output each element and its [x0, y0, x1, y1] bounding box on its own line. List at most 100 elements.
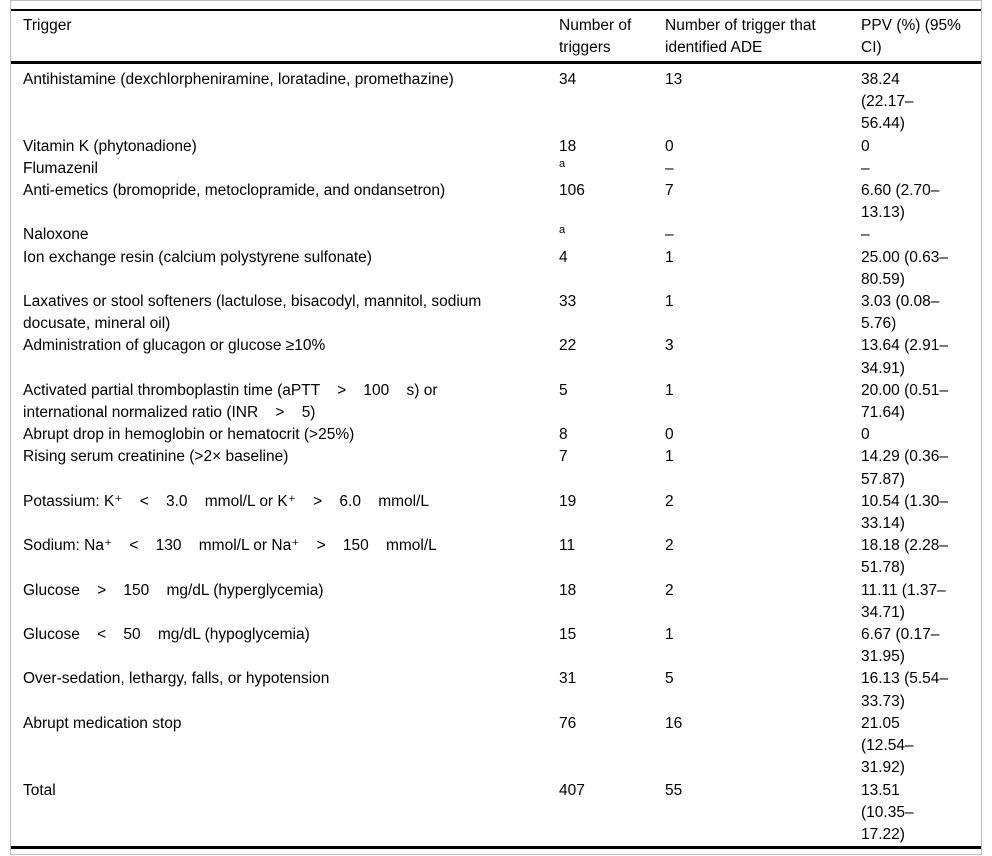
trigger-cell: Glucose > 150 mg/dL (hyperglycemia) [23, 581, 324, 599]
table-row: Antihistamine (dexchlorpheniramine, lora… [11, 63, 981, 136]
trigger-cell: Rising serum creatinine (>2× baseline) [23, 448, 289, 466]
col-header-ppv-ci: PPV (%) (95% CI) [861, 10, 981, 64]
n-triggers-cell: 18 [559, 581, 577, 599]
n-ade-cell: – [665, 226, 674, 244]
trigger-cell: Abrupt medication stop [23, 714, 182, 732]
n-triggers-cell: a [559, 224, 665, 246]
table-row: Laxatives or stool softeners (lactulose,… [11, 291, 981, 335]
trigger-cell: Vitamin K (phytonadione) [23, 137, 197, 155]
trigger-cell: Laxatives or stool softeners (lactulose,… [23, 293, 482, 333]
ppv-cell: – [861, 226, 870, 244]
trigger-cell: Administration of glucagon or glucose ≥1… [23, 337, 326, 355]
table-row: Rising serum creatinine (>2× baseline) 7 1… [11, 446, 981, 490]
n-ade-cell: 1 [665, 248, 674, 266]
trigger-cell: Potassium: K⁺ < 3.0 mmol/L or K⁺ > 6.0 m… [23, 492, 430, 510]
n-triggers-cell: 19 [559, 492, 577, 510]
trigger-cell: Naloxone [23, 226, 89, 244]
n-triggers-cell: 22 [559, 337, 577, 355]
n-triggers-cell: 15 [559, 626, 577, 644]
n-ade-cell: 7 [665, 182, 674, 200]
ppv-cell: 0 [861, 137, 870, 155]
table-row: Abrupt drop in hemoglobin or hematocrit … [11, 424, 981, 446]
ppv-cell: 14.29 (0.36– 57.87) [861, 448, 949, 488]
ppv-cell: 13.51 (10.35– 17.22) [861, 781, 914, 843]
n-ade-cell: 1 [665, 626, 674, 644]
ade-triggers-table: Trigger Number of triggers Number of tri… [11, 9, 981, 850]
ppv-cell: 11.11 (1.37– 34.71) [861, 581, 946, 621]
ppv-cell: 18.18 (2.28– 51.78) [861, 537, 949, 577]
table-row: Glucose > 150 mg/dL (hyperglycemia) 18 2 11… [11, 580, 981, 624]
table-row: Anti-emetics (bromopride, metoclopramide… [11, 180, 981, 224]
trigger-cell: Total [23, 781, 56, 799]
ppv-cell: 16.13 (5.54– 33.73) [861, 670, 949, 710]
trigger-cell: Glucose < 50 mg/dL (hypoglycemia) [23, 626, 310, 644]
footnote-marker: a [559, 157, 566, 170]
n-ade-cell: 1 [665, 293, 674, 311]
table-row: Glucose < 50 mg/dL (hypoglycemia) 15 1 6.67… [11, 624, 981, 668]
table-row: Naloxone a – – [11, 224, 981, 246]
n-triggers-cell: 31 [559, 670, 577, 688]
n-triggers-cell: 8 [559, 426, 568, 444]
ppv-cell: 0 [861, 426, 870, 444]
n-triggers-cell: 18 [559, 137, 577, 155]
trigger-cell: Abrupt drop in hemoglobin or hematocrit … [23, 426, 355, 444]
n-triggers-cell: 7 [559, 448, 568, 466]
n-ade-cell: 2 [665, 581, 674, 599]
n-triggers-cell: 33 [559, 293, 577, 311]
table-row: Abrupt medication stop 76 16 21.05 (12.54– … [11, 713, 981, 780]
table-row: Ion exchange resin (calcium polystyrene … [11, 247, 981, 291]
ppv-cell: 6.67 (0.17– 31.95) [861, 626, 940, 666]
table-row: Vitamin K (phytonadione) 18 0 0 [11, 136, 981, 158]
col-header-number-of-triggers: Number of triggers [559, 10, 665, 64]
table-row: Potassium: K⁺ < 3.0 mmol/L or K⁺ > 6.0 m… [11, 491, 981, 535]
table-row: Administration of glucagon or glucose ≥1… [11, 335, 981, 379]
n-triggers-cell: a [559, 158, 665, 180]
ppv-cell: 20.00 (0.51– 71.64) [861, 381, 949, 422]
table-header-row: Trigger Number of triggers Number of tri… [11, 10, 981, 64]
n-ade-cell: 55 [665, 781, 683, 799]
n-triggers-cell: 106 [559, 182, 585, 200]
trigger-cell: Anti-emetics (bromopride, metoclopramide… [23, 182, 446, 200]
ppv-cell: 21.05 (12.54– 31.92) [861, 714, 914, 777]
ppv-cell: 3.03 (0.08– 5.76) [861, 293, 940, 333]
ppv-cell: – [861, 159, 870, 177]
trigger-cell: Activated partial thromboplastin time (a… [23, 381, 438, 422]
col-header-number-identified-ade: Number of trigger that identified ADE [665, 10, 861, 64]
n-triggers-cell: 11 [559, 537, 576, 555]
ppv-cell: 6.60 (2.70– 13.13) [861, 182, 940, 222]
n-ade-cell: 1 [665, 448, 674, 466]
table-row: Activated partial thromboplastin time (a… [11, 380, 981, 424]
n-ade-cell: 13 [665, 71, 683, 88]
n-triggers-cell: 5 [559, 381, 568, 399]
table-body: Antihistamine (dexchlorpheniramine, lora… [11, 63, 981, 848]
table-row: Total 407 55 13.51 (10.35– 17.22) [11, 780, 981, 848]
table-frame: Trigger Number of triggers Number of tri… [10, 0, 982, 855]
table-row: Sodium: Na⁺ < 130 mmol/L or Na⁺ > 150 mm… [11, 535, 981, 579]
ppv-cell: 13.64 (2.91– 34.91) [861, 337, 949, 377]
table-row: Over-sedation, lethargy, falls, or hypot… [11, 668, 981, 712]
n-ade-cell: 0 [665, 426, 674, 444]
trigger-cell: Flumazenil [23, 159, 98, 177]
trigger-cell: Sodium: Na⁺ < 130 mmol/L or Na⁺ > 150 mm… [23, 537, 437, 555]
n-ade-cell: 16 [665, 714, 683, 732]
n-triggers-cell: 76 [559, 714, 577, 732]
col-header-trigger: Trigger [11, 10, 559, 64]
trigger-cell: Over-sedation, lethargy, falls, or hypot… [23, 670, 330, 688]
n-ade-cell: 3 [665, 337, 674, 355]
trigger-cell: Ion exchange resin (calcium polystyrene … [23, 248, 372, 266]
ppv-cell: 10.54 (1.30– 33.14) [861, 492, 949, 533]
n-triggers-cell: 407 [559, 781, 585, 799]
n-ade-cell: 5 [665, 670, 674, 688]
ppv-cell: 25.00 (0.63– 80.59) [861, 248, 949, 288]
n-ade-cell: 2 [665, 492, 674, 510]
n-ade-cell: 2 [665, 537, 674, 555]
n-triggers-cell: 4 [559, 248, 568, 266]
n-ade-cell: 1 [665, 381, 674, 399]
footnote-marker: a [559, 224, 566, 237]
trigger-cell: Antihistamine (dexchlorpheniramine, lora… [23, 71, 454, 88]
n-ade-cell: – [665, 159, 674, 177]
n-ade-cell: 0 [665, 137, 674, 155]
n-triggers-cell: 34 [559, 71, 577, 88]
ppv-cell: 38.24 (22.17– 56.44) [861, 71, 914, 133]
